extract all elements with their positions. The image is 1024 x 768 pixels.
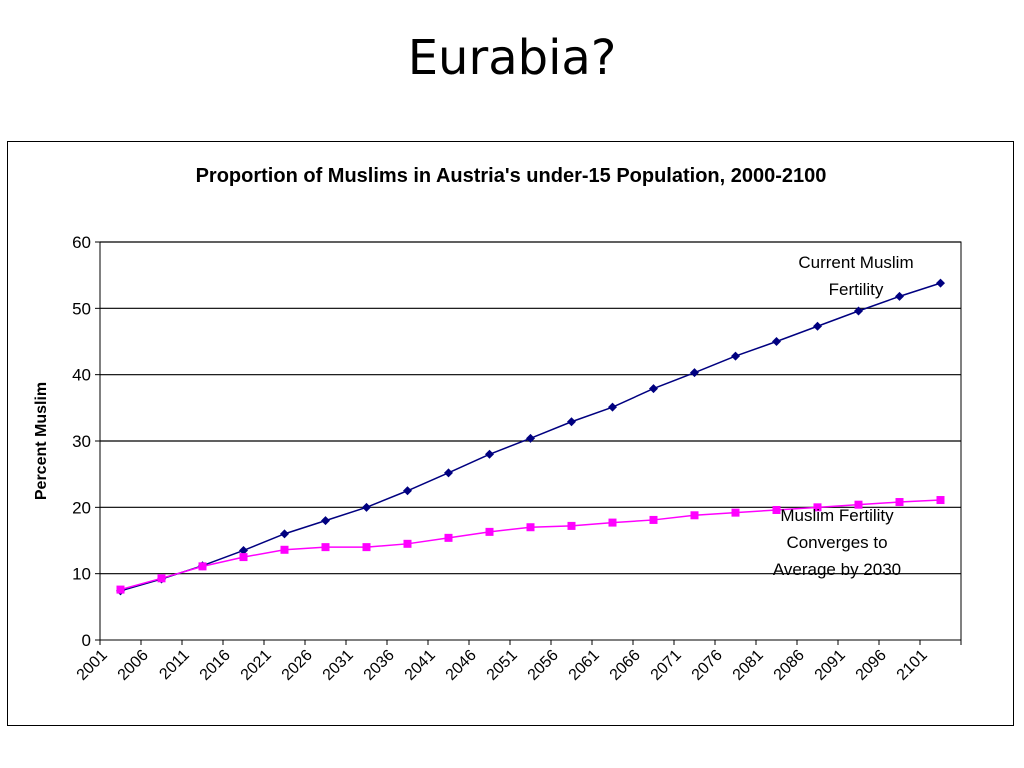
data-point bbox=[280, 545, 289, 554]
data-point bbox=[649, 515, 658, 524]
data-point bbox=[444, 468, 453, 478]
data-point bbox=[526, 523, 535, 532]
data-point bbox=[936, 496, 945, 505]
x-tick-label: 2101 bbox=[894, 647, 931, 684]
x-tick-label: 2011 bbox=[156, 647, 192, 683]
x-tick-label: 2041 bbox=[402, 647, 439, 684]
slide-title: Eurabia? bbox=[407, 30, 617, 86]
data-point bbox=[854, 306, 863, 316]
annotation-converge: Muslim Fertility Converges to Average by 2… bbox=[773, 506, 901, 579]
annotation-line: Fertility bbox=[829, 280, 884, 299]
data-point bbox=[690, 368, 699, 378]
x-tick-label: 2086 bbox=[771, 647, 808, 684]
y-tick-label: 0 bbox=[82, 631, 91, 650]
series-group bbox=[116, 278, 945, 596]
plot-area bbox=[99, 241, 962, 641]
data-point bbox=[567, 521, 576, 530]
y-axis-label: Percent Muslim bbox=[33, 382, 50, 500]
x-tick-labels: 2001 2006 2011 2016 2021 2026 2031 2036 2041 2046… bbox=[74, 647, 931, 684]
x-tick-label: 2026 bbox=[279, 647, 316, 684]
y-tick-label: 50 bbox=[72, 299, 91, 318]
data-point bbox=[403, 539, 412, 548]
data-point bbox=[567, 417, 576, 427]
data-point bbox=[813, 503, 822, 512]
y-tick-label: 40 bbox=[72, 366, 91, 385]
data-point bbox=[895, 498, 904, 507]
data-point bbox=[772, 337, 781, 346]
data-point bbox=[608, 518, 617, 527]
data-point bbox=[280, 529, 289, 539]
data-point bbox=[731, 508, 740, 517]
x-tick-label: 2016 bbox=[197, 647, 234, 684]
x-tick-label: 2046 bbox=[443, 647, 480, 684]
data-point bbox=[116, 585, 125, 594]
y-tick-label: 60 bbox=[72, 233, 91, 252]
data-point bbox=[772, 505, 781, 514]
data-point bbox=[526, 433, 535, 443]
x-tick-label: 2071 bbox=[648, 647, 685, 684]
data-point bbox=[321, 516, 330, 526]
annotation-current: Current Muslim Fertility bbox=[798, 253, 913, 299]
data-point bbox=[485, 449, 494, 459]
x-tick-label: 2031 bbox=[320, 647, 357, 684]
data-point bbox=[854, 500, 863, 509]
data-point bbox=[485, 527, 494, 536]
x-tick-label: 2056 bbox=[525, 647, 562, 684]
data-point bbox=[157, 574, 166, 583]
data-point bbox=[936, 278, 945, 288]
x-tick-label: 2096 bbox=[853, 647, 890, 684]
x-tick-label: 2081 bbox=[730, 647, 767, 684]
annotation-line: Average by 2030 bbox=[773, 560, 901, 579]
chart-title: Proportion of Muslims in Austria's under… bbox=[196, 165, 827, 187]
annotations: Current Muslim Fertility Muslim Fertility C… bbox=[773, 253, 914, 579]
chart-frame bbox=[7, 141, 1014, 726]
y-tick-label: 10 bbox=[72, 565, 91, 584]
data-point bbox=[608, 402, 617, 412]
data-point bbox=[895, 291, 904, 301]
y-tick-labels: 0 10 20 30 40 50 60 bbox=[72, 233, 91, 650]
data-point bbox=[362, 502, 371, 512]
y-tick-label: 20 bbox=[72, 498, 91, 517]
x-tick-label: 2021 bbox=[238, 647, 275, 684]
x-tick-label: 2091 bbox=[812, 647, 849, 684]
axes bbox=[95, 241, 962, 645]
data-point bbox=[690, 511, 699, 520]
x-tick-label: 2051 bbox=[484, 647, 521, 684]
x-tick-label: 2061 bbox=[566, 647, 603, 684]
x-tick-label: 2066 bbox=[607, 647, 644, 684]
data-point bbox=[198, 562, 207, 571]
annotation-line: Muslim Fertility bbox=[780, 506, 894, 525]
x-tick-label: 2001 bbox=[74, 647, 111, 684]
data-point bbox=[362, 543, 371, 552]
x-tick-label: 2036 bbox=[361, 647, 398, 684]
data-point bbox=[444, 533, 453, 542]
annotation-line: Converges to bbox=[786, 533, 887, 552]
y-tick-label: 30 bbox=[72, 432, 91, 451]
data-point bbox=[813, 321, 822, 331]
data-point bbox=[321, 543, 330, 552]
x-tick-label: 2006 bbox=[115, 647, 152, 684]
data-point bbox=[239, 545, 248, 555]
x-tick-label: 2076 bbox=[689, 647, 726, 684]
annotation-line: Current Muslim bbox=[798, 253, 913, 272]
series-converging-fertility bbox=[116, 496, 945, 594]
data-point bbox=[731, 351, 740, 361]
data-point bbox=[403, 486, 412, 496]
data-point bbox=[649, 384, 658, 394]
data-point bbox=[239, 553, 248, 562]
